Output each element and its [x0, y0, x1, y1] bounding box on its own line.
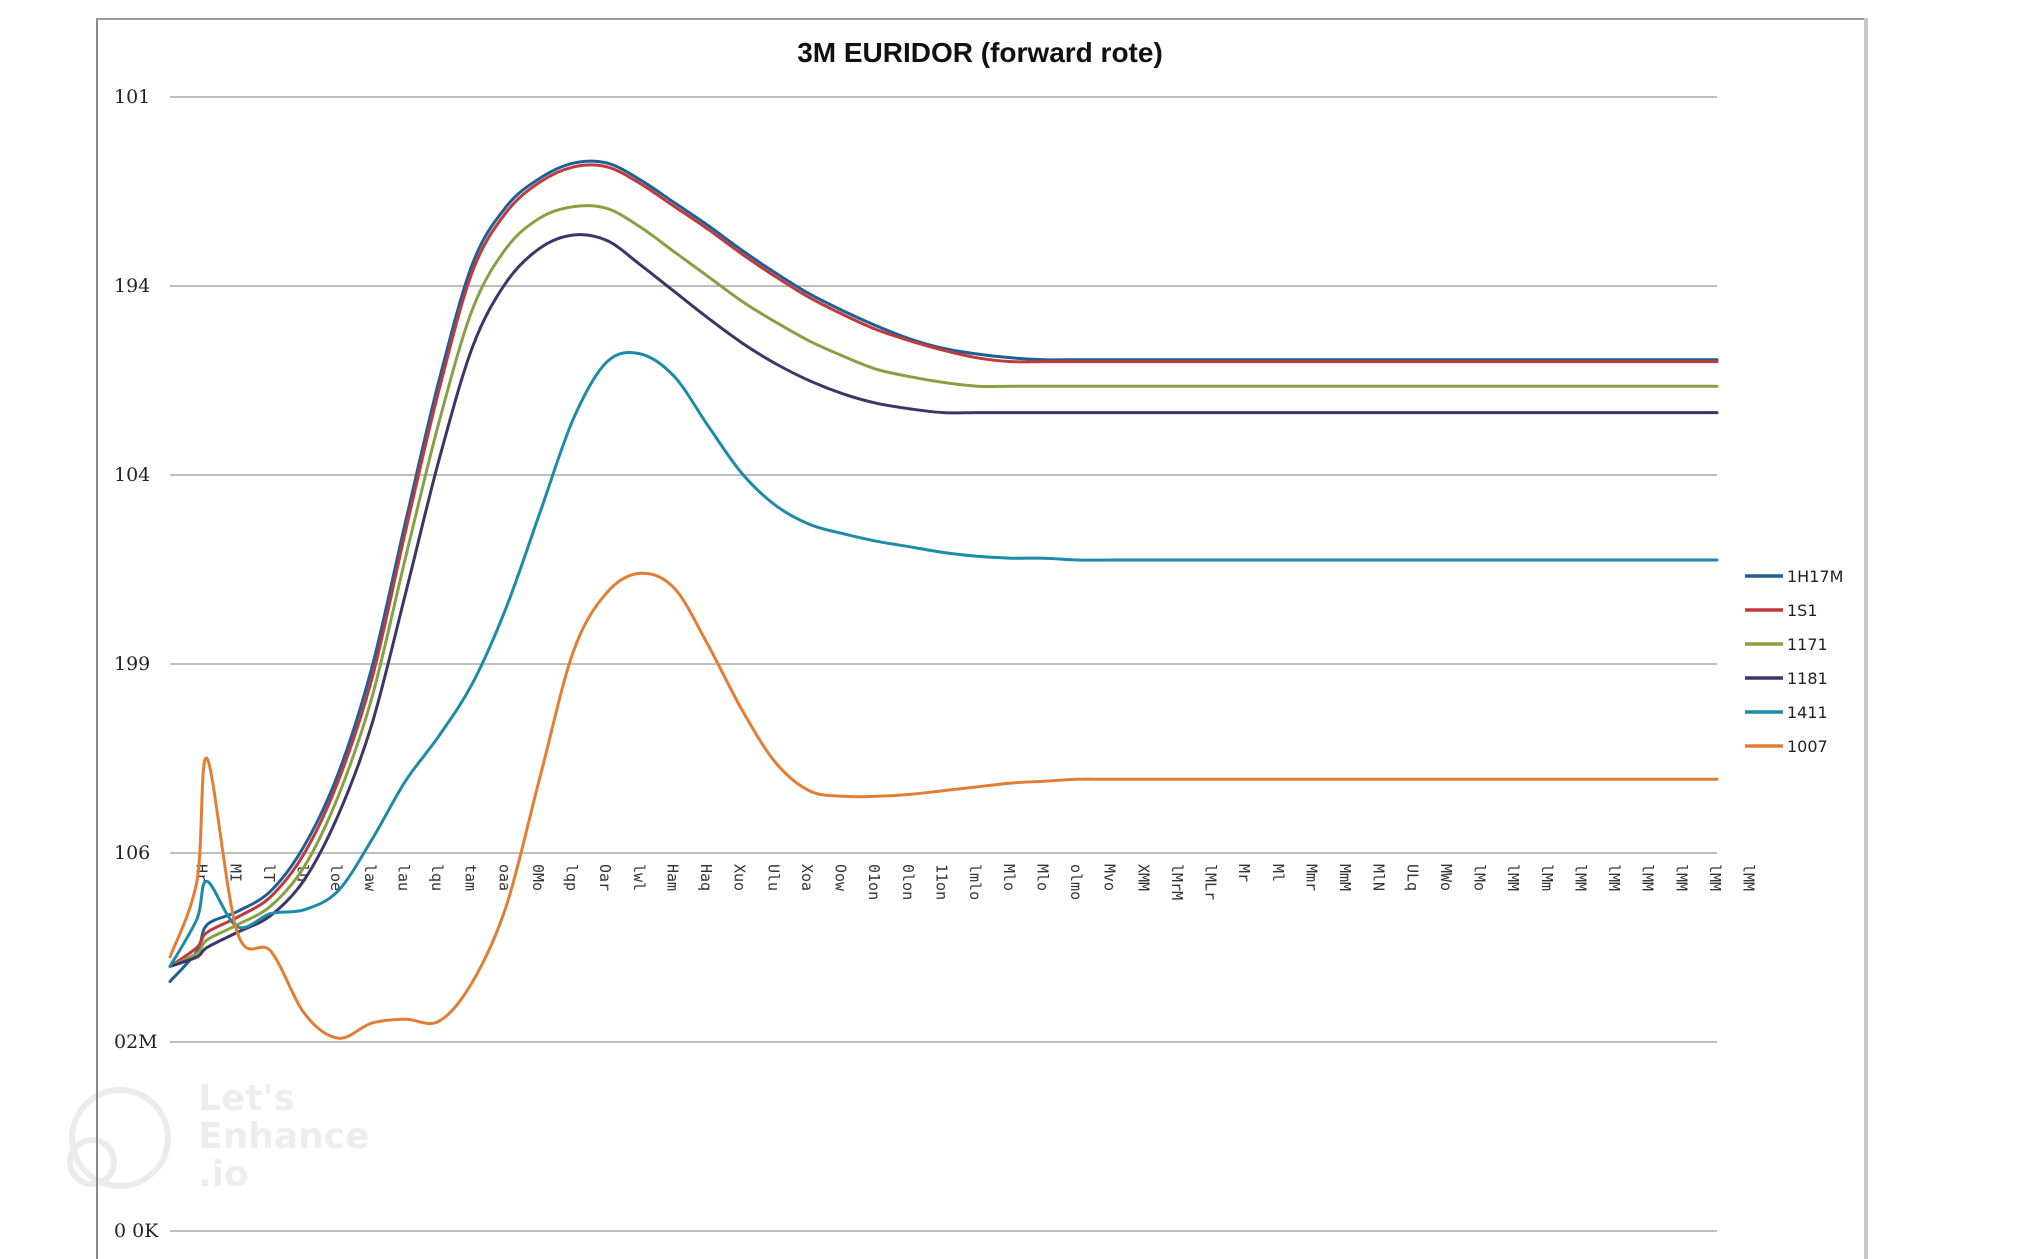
x-tick-label: Xuo	[731, 864, 749, 891]
legend[interactable]: 1H17M 1S1 1171 1181 1411 1007	[1745, 567, 1843, 756]
x-tick-label: lMM	[1571, 864, 1589, 891]
legend-item[interactable]: 1S1	[1745, 601, 1818, 620]
x-tick-label: lMm	[1538, 864, 1556, 891]
watermark-line-3: .io	[198, 1154, 249, 1195]
x-tick-label: lMM	[1639, 864, 1657, 891]
legend-label: 1S1	[1787, 601, 1818, 620]
x-tick-label: Oar	[596, 864, 614, 891]
chart-frame-right	[1864, 18, 1868, 1259]
x-tick-label: lMM	[1504, 864, 1522, 891]
x-tick-label: lau	[394, 864, 412, 891]
x-tick-label: 0Mo	[529, 864, 547, 891]
x-tick-label: law	[361, 864, 379, 892]
y-tick-label: 02M	[114, 1031, 158, 1053]
x-tick-label: MWo	[1437, 864, 1455, 891]
legend-label: 1411	[1787, 703, 1828, 722]
x-tick-label: lMLr	[1202, 864, 1220, 900]
x-tick-label: lMM	[1740, 864, 1758, 891]
x-tick-label: MmM	[1336, 864, 1354, 891]
x-tick-label: MlN	[1370, 864, 1388, 891]
x-tick-label: tam	[462, 864, 480, 891]
series-line-1	[168, 159, 1719, 983]
x-tick-label: 11on	[933, 864, 951, 900]
watermark-logo-icon	[67, 1087, 171, 1189]
x-tick-label: Haq	[697, 864, 715, 891]
x-tick-label: MI	[226, 864, 244, 882]
series-lines	[168, 159, 1719, 1040]
y-tick-label: 101	[114, 86, 150, 108]
x-tick-label: Ham	[663, 864, 681, 891]
x-tick-label: olmo	[1067, 864, 1085, 900]
y-tick-label: 199	[114, 653, 150, 675]
legend-label: 1171	[1787, 635, 1828, 654]
series-line-3	[168, 204, 1719, 968]
x-tick-label: lMo	[1471, 864, 1489, 891]
x-tick-label: 01on	[865, 864, 883, 900]
series-line-4	[168, 233, 1719, 968]
watermark-line-1: Let's	[198, 1078, 296, 1119]
series-line-6	[168, 571, 1719, 1040]
x-tick-label: Mmr	[1302, 864, 1320, 891]
watermark-line-2: Enhance	[198, 1116, 370, 1157]
legend-item[interactable]: 1007	[1745, 737, 1828, 756]
x-tick-label: Ulu	[764, 864, 782, 891]
legend-item[interactable]: 1171	[1745, 635, 1828, 654]
legend-label: 1007	[1787, 737, 1828, 756]
x-tick-label: oaa	[495, 864, 513, 891]
x-tick-label: lqp	[563, 864, 581, 891]
legend-label: 1H17M	[1787, 567, 1843, 586]
x-tick-label: lT	[260, 864, 278, 882]
x-tick-label: Hr	[193, 864, 211, 882]
x-tick-label: Xoa	[798, 864, 816, 891]
x-axis-tick-labels: Hr MI lT lu loe law lau lqu tam oaa 0Mo lqp Oar lwl Ha…	[193, 864, 1758, 900]
y-tick-label: 104	[114, 464, 150, 486]
x-tick-label: lMM	[1706, 864, 1724, 891]
legend-item[interactable]: 1181	[1745, 669, 1828, 688]
x-tick-label: lMM	[1605, 864, 1623, 891]
y-tick-label: 0 0K	[114, 1220, 159, 1242]
legend-item[interactable]: 1H17M	[1745, 567, 1843, 586]
x-tick-label: Mlo	[1000, 864, 1018, 891]
x-tick-label: Ml	[1269, 864, 1287, 882]
series-line-5	[168, 350, 1719, 968]
chart-title: 3M EURIDOR (forward rote)	[797, 37, 1163, 68]
x-tick-label: ULq	[1403, 864, 1421, 891]
y-tick-label: 194	[114, 275, 150, 297]
y-tick-label: 106	[114, 842, 150, 864]
x-tick-label: Mvo	[1101, 864, 1119, 891]
legend-item[interactable]: 1411	[1745, 703, 1828, 722]
x-tick-label: Mr	[1235, 864, 1253, 882]
x-tick-label: lMM	[1672, 864, 1690, 891]
watermark-text: Let's Enhance .io	[198, 1080, 370, 1194]
x-tick-label: lqu	[428, 864, 446, 891]
x-tick-label: Mlo	[1033, 864, 1051, 891]
grid-lines	[170, 96, 1717, 1232]
x-tick-label: lwl	[630, 864, 648, 891]
x-tick-label: Oow	[832, 864, 850, 892]
chart-frame-left	[96, 18, 98, 1259]
chart-frame-top	[96, 18, 1866, 20]
x-tick-label: loe	[327, 864, 345, 891]
series-line-2	[168, 163, 1719, 968]
x-tick-label: lmlo	[966, 864, 984, 900]
watermark: Let's Enhance .io	[62, 1080, 382, 1200]
legend-label: 1181	[1787, 669, 1828, 688]
x-tick-label: 0lon	[899, 864, 917, 900]
y-axis-tick-labels: 101 194 104 199 106 02M 0 0K	[114, 86, 159, 1242]
x-tick-label: XMM	[1134, 864, 1152, 891]
x-tick-label: lMrM	[1168, 864, 1186, 900]
